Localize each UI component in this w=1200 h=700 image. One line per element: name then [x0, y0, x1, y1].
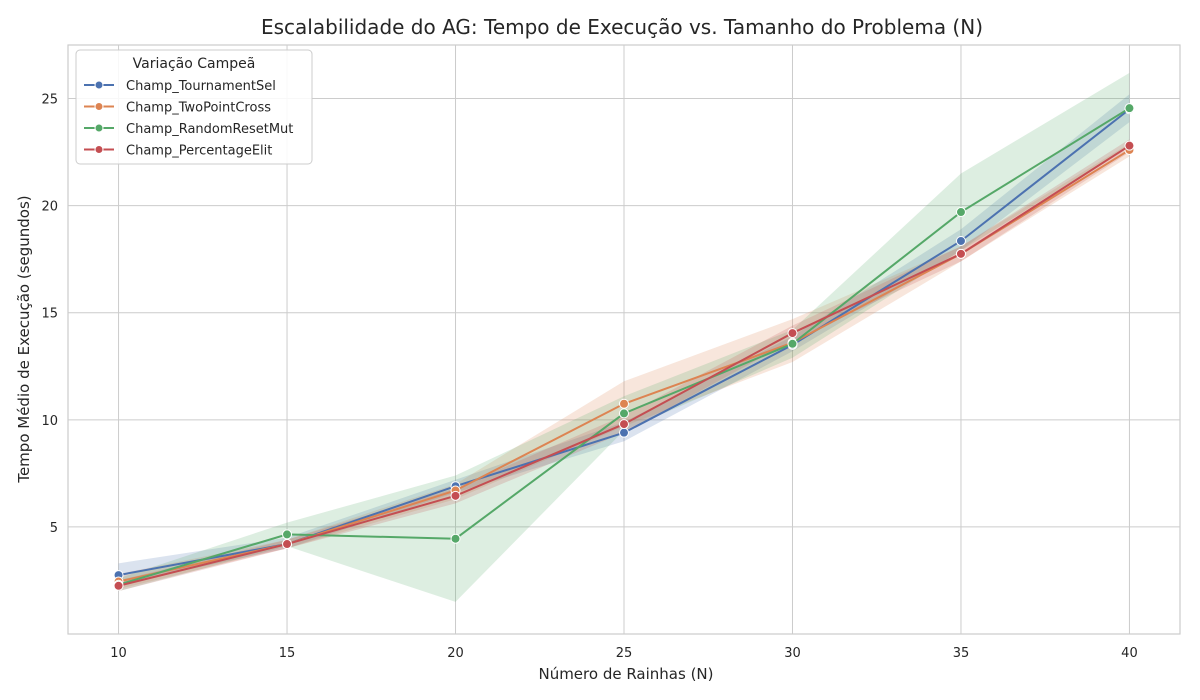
legend-marker [94, 145, 104, 154]
y-tick-label: 15 [41, 307, 58, 322]
x-tick-label: 35 [953, 646, 970, 661]
x-tick-label: 15 [279, 646, 296, 661]
legend-marker [94, 80, 104, 90]
legend-title: Variação Campeã [133, 56, 256, 72]
legend-box [75, 49, 313, 165]
legend-marker [94, 102, 104, 111]
x-tick-label: 20 [447, 646, 464, 661]
y-tick-label: 5 [50, 521, 58, 536]
data-point [619, 408, 629, 419]
data-point [113, 580, 124, 591]
y-tick-label: 25 [41, 93, 58, 108]
data-point [282, 529, 293, 540]
y-axis-label: Tempo Médio de Execução (segundos) [15, 195, 33, 483]
x-tick-label: 25 [616, 646, 633, 661]
x-tick-label: 10 [110, 646, 127, 661]
legend: Variação Campeã Champ_TournamentSel Champ_… [75, 49, 313, 165]
plot-frame [67, 44, 1181, 635]
chart-title: Escalabilidade do AG: Tempo de Execução … [261, 15, 983, 39]
data-point [619, 419, 629, 430]
data-point [955, 235, 966, 246]
x-tick-label: 40 [1121, 646, 1138, 661]
x-axis-label: Número de Rainhas (N) [538, 665, 713, 683]
data-point [1124, 140, 1135, 151]
legend-label: Champ_TwoPointCross [126, 101, 271, 116]
data-point [1124, 103, 1135, 114]
data-point [450, 490, 461, 501]
x-tick-label: 30 [784, 646, 801, 661]
data-point [955, 248, 966, 259]
data-point [619, 398, 629, 409]
data-point [282, 539, 293, 550]
legend-label: Champ_TournamentSel [126, 79, 276, 94]
legend-label: Champ_PercentageElit [126, 144, 272, 159]
data-point [787, 338, 798, 349]
data-point [450, 533, 461, 544]
data-point [787, 328, 798, 339]
y-tick-label: 20 [41, 200, 58, 215]
confidence-band [118, 72, 1130, 602]
legend-label: Champ_RandomResetMut [126, 122, 293, 137]
data-point [955, 207, 966, 218]
legend-marker [94, 123, 104, 133]
data-point [619, 427, 629, 438]
y-tick-label: 10 [41, 414, 58, 429]
